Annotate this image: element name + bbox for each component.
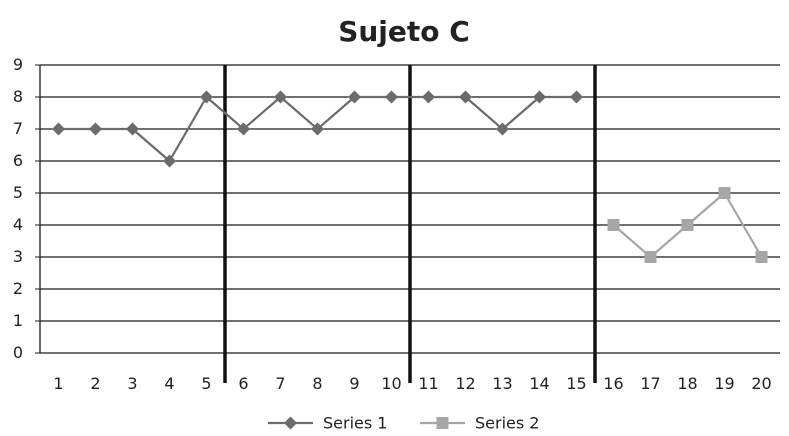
series-1-point <box>274 90 287 104</box>
x-tick-label: 9 <box>349 374 359 393</box>
legend: Series 1 Series 2 <box>268 414 539 433</box>
series-1-point <box>459 90 472 104</box>
y-tick-label: 1 <box>13 311 23 330</box>
series-1-point <box>348 90 361 104</box>
series-1-segment <box>316 96 356 130</box>
series-1-point <box>52 122 65 136</box>
x-tick-label: 5 <box>201 374 211 393</box>
y-tick-label: 8 <box>13 87 23 106</box>
series-1-segment <box>131 128 171 162</box>
series-1-point <box>163 154 176 168</box>
series-1-point <box>200 90 213 104</box>
series-2-point <box>607 219 620 231</box>
series-2-segment <box>686 192 726 226</box>
y-tick-label: 5 <box>13 183 23 202</box>
series-2-segment <box>649 224 689 258</box>
series-1-segment <box>168 96 208 162</box>
legend-item-2: Series 2 <box>420 414 539 433</box>
x-tick-label: 16 <box>603 374 623 393</box>
x-tick-label: 10 <box>381 374 401 393</box>
x-tick-label: 18 <box>677 374 697 393</box>
series-2-point <box>718 187 731 199</box>
x-tick-label: 14 <box>529 374 549 393</box>
x-tick-label: 3 <box>127 374 137 393</box>
series-1-point <box>496 122 509 136</box>
x-tick-label: 8 <box>312 374 322 393</box>
x-tick-label: 17 <box>640 374 660 393</box>
x-tick-label: 13 <box>492 374 512 393</box>
y-tick-label: 2 <box>13 279 23 298</box>
legend-marker <box>284 416 297 430</box>
x-tick-label: 12 <box>455 374 475 393</box>
chart-title: Sujeto C <box>338 15 470 48</box>
series-1-point <box>422 90 435 104</box>
series-2-point <box>755 251 768 263</box>
series-1-segment <box>501 96 541 130</box>
series-1-segment <box>242 96 282 130</box>
x-tick-label: 15 <box>566 374 586 393</box>
phase-dividers <box>223 65 597 383</box>
y-tick-label: 9 <box>13 55 23 74</box>
series-1-point <box>385 90 398 104</box>
series-1-segment <box>464 96 504 130</box>
legend-label: Series 2 <box>475 414 539 433</box>
y-tick-label: 7 <box>13 119 23 138</box>
series-2-point <box>681 219 694 231</box>
series-1-point <box>237 122 250 136</box>
legend-label: Series 1 <box>323 414 387 433</box>
y-tick-label: 6 <box>13 151 23 170</box>
axes <box>35 64 780 354</box>
series-layer <box>52 90 768 263</box>
series-1-point <box>533 90 546 104</box>
x-tick-label: 6 <box>238 374 248 393</box>
y-tick-label: 4 <box>13 215 23 234</box>
y-tick-label: 0 <box>13 343 23 362</box>
x-tick-label: 2 <box>90 374 100 393</box>
series-1-point <box>126 122 139 136</box>
x-tick-label: 4 <box>164 374 174 393</box>
legend-item-1: Series 1 <box>268 414 387 433</box>
series-1-segment <box>205 96 245 130</box>
series-1-point <box>311 122 324 136</box>
x-tick-label: 19 <box>714 374 734 393</box>
x-tick-label: 1 <box>53 374 63 393</box>
series-2 <box>607 187 768 263</box>
series-1 <box>52 90 583 168</box>
series-1-segment <box>279 96 319 130</box>
series-2-segment <box>612 224 652 258</box>
series-1-point <box>89 122 102 136</box>
x-tick-label: 7 <box>275 374 285 393</box>
series-2-point <box>644 251 657 263</box>
series-2-segment <box>723 192 763 258</box>
x-tick-label: 11 <box>418 374 438 393</box>
x-tick-label: 20 <box>751 374 771 393</box>
series-1-point <box>570 90 583 104</box>
y-tick-label: 3 <box>13 247 23 266</box>
legend-marker <box>436 417 449 429</box>
